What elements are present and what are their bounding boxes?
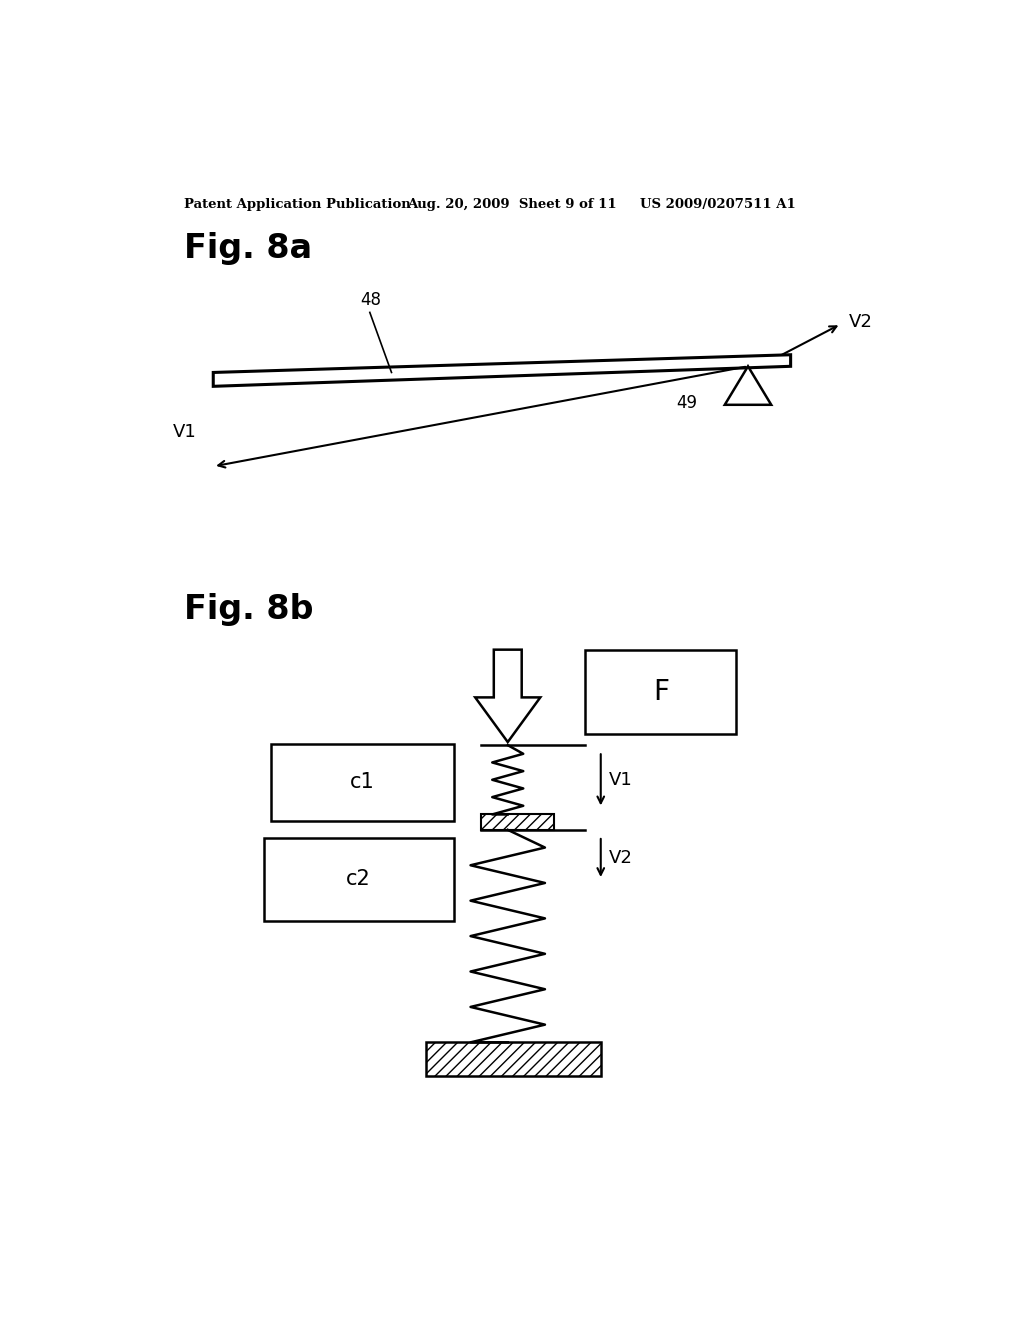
Bar — [480, 814, 554, 830]
Polygon shape — [725, 367, 771, 405]
Bar — [271, 743, 454, 821]
Bar — [263, 838, 454, 921]
Text: Fig. 8b: Fig. 8b — [183, 594, 313, 627]
Polygon shape — [213, 355, 791, 387]
Text: 49: 49 — [677, 395, 697, 412]
Text: Patent Application Publication: Patent Application Publication — [183, 198, 411, 211]
Text: c2: c2 — [346, 869, 371, 890]
Text: V2: V2 — [849, 313, 872, 330]
Bar — [586, 649, 736, 734]
Text: 48: 48 — [360, 290, 382, 309]
Text: Fig. 8a: Fig. 8a — [183, 231, 312, 264]
Text: US 2009/0207511 A1: US 2009/0207511 A1 — [640, 198, 796, 211]
Text: c1: c1 — [350, 772, 375, 792]
Bar — [426, 1043, 601, 1076]
Text: V1: V1 — [172, 422, 197, 441]
Text: V1: V1 — [608, 771, 632, 789]
Text: F: F — [653, 678, 669, 706]
Polygon shape — [475, 649, 541, 742]
Text: V2: V2 — [608, 849, 633, 867]
Text: Aug. 20, 2009  Sheet 9 of 11: Aug. 20, 2009 Sheet 9 of 11 — [407, 198, 616, 211]
